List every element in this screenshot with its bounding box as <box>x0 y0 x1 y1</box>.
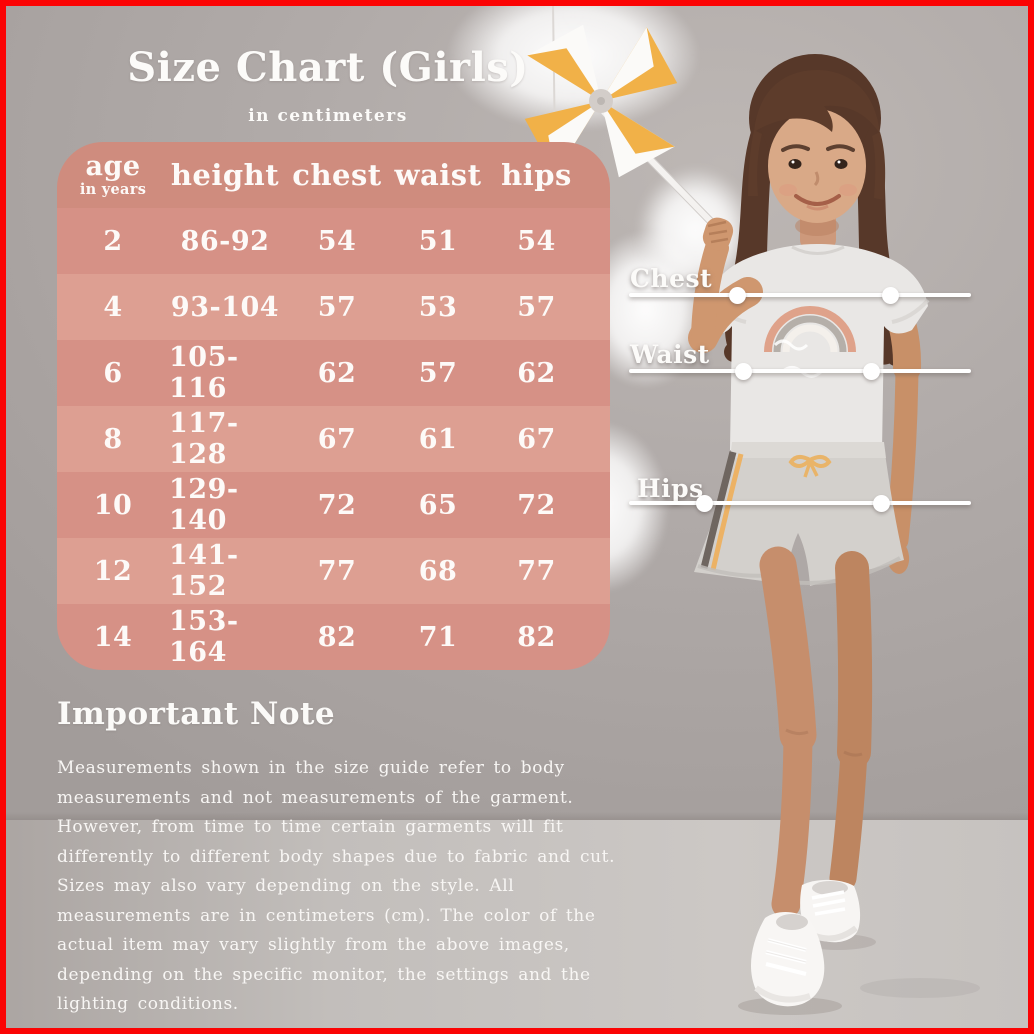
measure-dot <box>873 494 890 512</box>
table-cell: 62 <box>517 357 556 389</box>
table-cell: 77 <box>317 555 357 587</box>
table-cell: 129-140 <box>169 474 239 536</box>
table-cell: 57 <box>418 357 458 389</box>
girl-face <box>768 109 866 250</box>
table-row: 10 129-140 72 65 72 <box>57 472 610 538</box>
table-cell: 61 <box>418 423 458 455</box>
measure-dot <box>882 286 899 304</box>
background-floor <box>0 812 1034 1034</box>
table-cell: 67 <box>317 423 357 455</box>
girl-photo <box>524 3 980 1015</box>
table-cell: 141-152 <box>169 540 239 602</box>
column-header-waist: waist <box>394 158 482 192</box>
table-row: 4 93-104 57 53 57 <box>57 274 610 340</box>
pinwheel-icon <box>524 24 678 178</box>
table-cell: 51 <box>418 225 458 257</box>
girl-legs <box>759 546 873 919</box>
table-cell: 93-104 <box>170 291 280 323</box>
table-row: 2 86-92 54 51 54 <box>57 208 610 274</box>
table-cell: 6 <box>103 357 123 389</box>
table-cell: 67 <box>517 423 556 455</box>
table-cell: 54 <box>317 225 357 257</box>
measure-dot <box>863 362 880 380</box>
table-cell: 4 <box>103 291 123 323</box>
girl-shorts <box>694 442 904 586</box>
important-note: Important Note Measurements shown in the… <box>57 696 629 1020</box>
note-heading: Important Note <box>57 696 336 732</box>
table-cell: 105-116 <box>169 342 239 404</box>
table-cell: 14 <box>93 621 133 653</box>
measure-chest: Chest <box>629 264 971 304</box>
measure-hips: Hips <box>629 474 971 512</box>
page-title: Size Chart (Girls) <box>127 44 529 91</box>
girl-hair-fringe <box>748 70 886 200</box>
table-row: 6 105-116 62 57 62 <box>57 340 610 406</box>
table-cell: 57 <box>517 291 556 323</box>
table-cell: 72 <box>317 489 357 521</box>
table-cell: 8 <box>103 423 123 455</box>
table-row: 12 141-152 77 68 77 <box>57 538 610 604</box>
table-row: 14 153-164 82 71 82 <box>57 604 610 670</box>
page-subtitle: in centimeters <box>248 106 408 126</box>
table-cell: 10 <box>93 489 133 521</box>
table-cell: 62 <box>317 357 357 389</box>
column-header-height: height <box>170 158 280 192</box>
note-body: Measurements shown in the size guide ref… <box>57 758 616 1014</box>
measure-hips-line <box>629 494 971 512</box>
column-header-age-unit: in years <box>79 180 147 198</box>
table-cell: 82 <box>517 621 556 653</box>
column-header-chest: chest <box>292 158 382 192</box>
table-cell: 54 <box>517 225 556 257</box>
measure-waist: Waist <box>629 340 971 380</box>
table-cell: 153-164 <box>169 606 239 668</box>
column-header-age: age in years <box>79 150 147 198</box>
table-cell: 57 <box>317 291 357 323</box>
table-header-row: age in years height chest waist hips <box>57 142 610 208</box>
size-table: age in years height chest waist hips 2 8… <box>57 142 610 670</box>
table-cell: 68 <box>418 555 458 587</box>
table-cell: 72 <box>517 489 556 521</box>
measure-hips-label: Hips <box>637 474 704 503</box>
measure-dot <box>735 362 752 380</box>
measure-waist-line <box>629 362 971 380</box>
measure-waist-label: Waist <box>630 340 710 369</box>
table-cell: 53 <box>418 291 458 323</box>
table-cell: 77 <box>517 555 556 587</box>
measure-dot <box>696 494 713 512</box>
table-cell: 86-92 <box>180 225 270 257</box>
table-cell: 65 <box>418 489 458 521</box>
table-cell: 117-128 <box>169 408 239 470</box>
measure-chest-label: Chest <box>630 264 713 293</box>
table-cell: 82 <box>317 621 357 653</box>
column-header-hips: hips <box>501 158 572 192</box>
girl-sneakers <box>738 879 980 1015</box>
table-row: 8 117-128 67 61 67 <box>57 406 610 472</box>
table-cell: 12 <box>93 555 133 587</box>
title-block: Size Chart (Girls) in centimeters <box>55 44 601 126</box>
measure-dot <box>729 286 746 304</box>
measure-chest-line <box>629 286 971 304</box>
table-cell: 71 <box>418 621 458 653</box>
table-cell: 2 <box>103 225 123 257</box>
